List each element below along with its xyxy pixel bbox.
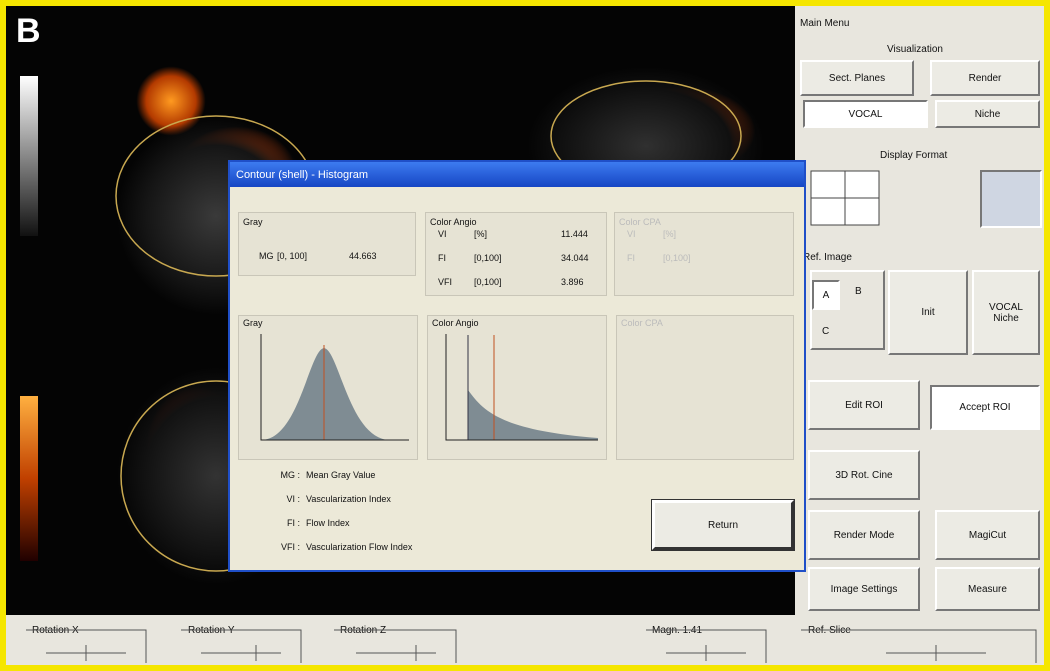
button[interactable]: 3D Rot. Cine	[808, 450, 920, 500]
section-label: Ref. Image	[803, 252, 852, 263]
value: 34.044	[561, 253, 589, 263]
color-cpa-values: Color CPA VI [%] FI [0,100]	[614, 212, 794, 296]
panel-label: Color CPA	[621, 318, 663, 328]
panel-label: Gray	[243, 217, 263, 227]
screen: B Main Menu Visualization Sect. Planes R…	[0, 0, 1050, 671]
color-angio-histogram: Color Angio	[427, 315, 607, 460]
metric: FI	[438, 253, 446, 263]
button[interactable]: Measure	[935, 567, 1040, 611]
range: [0, 100]	[277, 251, 307, 261]
option[interactable]: B	[855, 286, 862, 297]
histogram-dialog: Contour (shell) - Histogram Gray MG [0, …	[228, 160, 806, 572]
button[interactable]: Niche	[935, 100, 1040, 128]
legend-key: VI :	[270, 494, 300, 504]
button[interactable]: Image Settings	[808, 567, 920, 611]
metric: FI	[627, 253, 635, 263]
legend-key: FI :	[270, 518, 300, 528]
menu-title: Main Menu	[800, 18, 849, 29]
histogram-plot	[428, 330, 606, 458]
dialog-title: Contour (shell) - Histogram	[230, 162, 804, 187]
range: [0,100]	[663, 253, 691, 263]
metric: MG	[259, 251, 274, 261]
panel-label: Color Angio	[432, 318, 479, 328]
metric: VI	[438, 229, 447, 239]
bottom-controls: Rotation X Rotation Y Rotation Z Magn. 1…	[6, 615, 1044, 665]
gray-histogram: Gray	[238, 315, 418, 460]
legend-key: VFI :	[270, 542, 300, 552]
button[interactable]: A	[812, 280, 840, 310]
button[interactable]: VOCAL Niche	[972, 270, 1040, 355]
button[interactable]: Sect. Planes	[800, 60, 914, 96]
value: 3.896	[561, 277, 584, 287]
sliders[interactable]	[6, 615, 1044, 665]
image-label: B	[16, 12, 41, 51]
gray-scale-bar	[20, 76, 38, 236]
range: [0,100]	[474, 253, 502, 263]
button[interactable]: Init	[888, 270, 968, 355]
return-button[interactable]: Return	[652, 500, 794, 550]
button[interactable]: Edit ROI	[808, 380, 920, 430]
range: [%]	[663, 229, 676, 239]
legend-key: MG :	[270, 470, 300, 480]
metric: VFI	[438, 277, 452, 287]
section-label: Display Format	[880, 150, 947, 161]
value: 44.663	[349, 251, 377, 261]
panel-label: Gray	[243, 318, 263, 328]
layout-quad-icon[interactable]	[810, 170, 880, 226]
legend-text: Vascularization Index	[306, 494, 391, 504]
metric: VI	[627, 229, 636, 239]
color-cpa-histogram: Color CPA	[616, 315, 794, 460]
gray-values: Gray MG [0, 100] 44.663	[238, 212, 416, 276]
button[interactable]: Accept ROI	[930, 385, 1040, 430]
legend-text: Flow Index	[306, 518, 350, 528]
range: [0,100]	[474, 277, 502, 287]
option[interactable]: C	[822, 326, 829, 337]
button[interactable]: Render Mode	[808, 510, 920, 560]
button[interactable]: VOCAL	[803, 100, 928, 128]
section-label: Visualization	[887, 44, 943, 55]
value: 11.444	[561, 229, 588, 239]
panel-label: Color CPA	[619, 217, 661, 227]
color-scale-bar	[20, 396, 38, 561]
legend-text: Mean Gray Value	[306, 470, 375, 480]
button[interactable]: Render	[930, 60, 1040, 96]
panel-label: Color Angio	[430, 217, 477, 227]
color-angio-values: Color Angio VI [%] 11.444 FI [0,100] 34.…	[425, 212, 607, 296]
button[interactable]: MagiCut	[935, 510, 1040, 560]
main-menu: Main Menu Visualization Sect. Planes Ren…	[795, 6, 1044, 615]
legend-text: Vascularization Flow Index	[306, 542, 412, 552]
layout-single-icon[interactable]	[980, 170, 1042, 228]
range: [%]	[474, 229, 487, 239]
histogram-plot	[239, 330, 417, 458]
